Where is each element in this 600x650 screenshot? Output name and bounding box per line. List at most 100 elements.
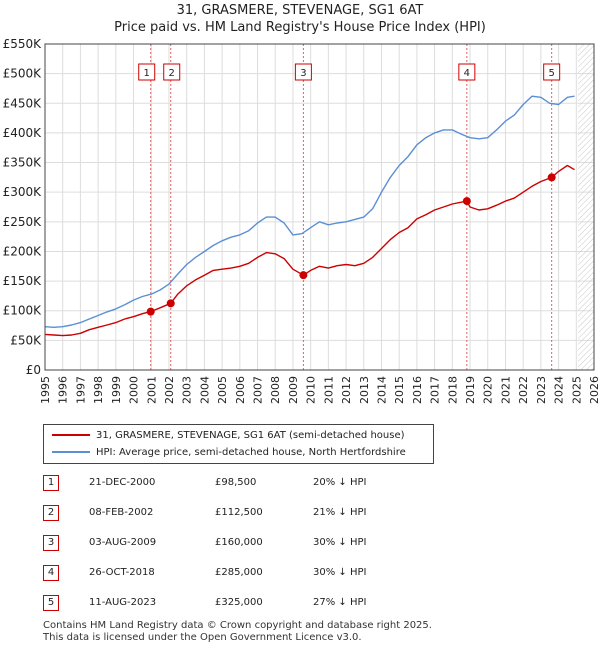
x-tick-label: 2010 [305, 376, 318, 404]
event-box [138, 63, 156, 81]
event-price: £160,000 [215, 537, 263, 548]
legend-item-property: 31, GRASMERE, STEVENAGE, SG1 6AT (semi-d… [52, 428, 405, 444]
event-hpi: 30% ↓ HPI [313, 537, 367, 548]
event-box-label: 3 [300, 68, 306, 79]
x-tick-label: 2026 [588, 376, 600, 404]
x-tick-label: 2011 [322, 376, 335, 404]
chart-legend: 31, GRASMERE, STEVENAGE, SG1 6AT (semi-d… [43, 424, 434, 464]
event-hpi: 20% ↓ HPI [313, 477, 367, 488]
legend-label-hpi: HPI: Average price, semi-detached house,… [96, 447, 406, 458]
event-box-label: 2 [169, 68, 175, 79]
legend-item-hpi: HPI: Average price, semi-detached house,… [52, 445, 406, 461]
event-row: 2 08-FEB-2002 £112,500 21% ↓ HPI [43, 500, 463, 530]
x-tick-label: 2015 [393, 376, 406, 404]
x-tick-label: 2002 [163, 376, 176, 404]
y-tick-label: £400K [3, 126, 43, 140]
event-hpi: 21% ↓ HPI [313, 507, 367, 518]
chart-title: 31, GRASMERE, STEVENAGE, SG1 6AT [176, 3, 424, 18]
event-badge: 3 [43, 535, 59, 551]
x-tick-label: 2008 [269, 376, 282, 404]
series-line-hpi [44, 95, 575, 328]
event-hpi: 27% ↓ HPI [313, 597, 367, 608]
x-tick-label: 2013 [358, 376, 371, 404]
y-tick-label: £450K [3, 96, 43, 110]
x-tick-label: 2000 [128, 376, 141, 404]
plot-border [44, 43, 595, 371]
x-tick-label: 2007 [252, 376, 265, 404]
x-tick-label: 2025 [570, 376, 583, 404]
x-tick-label: 2021 [499, 376, 512, 404]
event-point [146, 307, 155, 316]
legend-swatch-red [52, 434, 90, 436]
chart-subtitle: Price paid vs. HM Land Registry's House … [114, 20, 486, 35]
event-date: 26-OCT-2018 [89, 567, 155, 578]
event-price: £285,000 [215, 567, 263, 578]
event-box-label: 4 [464, 68, 470, 79]
x-tick-label: 2006 [234, 376, 247, 404]
x-tick-label: 1999 [110, 376, 123, 404]
x-tick-label: 2018 [446, 376, 459, 404]
event-box [458, 63, 476, 81]
event-hpi: 30% ↓ HPI [313, 567, 367, 578]
event-badge: 4 [43, 565, 59, 581]
y-tick-label: £300K [3, 185, 43, 199]
event-point [462, 197, 471, 206]
x-tick-label: 2014 [375, 376, 388, 404]
y-tick-label: £100K [3, 304, 43, 318]
footer-credits: Contains HM Land Registry data © Crown c… [43, 620, 432, 644]
footer-line-2: This data is licensed under the Open Gov… [43, 632, 362, 643]
x-tick-label: 1997 [74, 376, 87, 404]
y-tick-label: £50K [10, 333, 42, 347]
legend-label-property: 31, GRASMERE, STEVENAGE, SG1 6AT (semi-d… [96, 430, 405, 441]
event-price: £98,500 [215, 477, 257, 488]
x-tick-label: 1995 [39, 376, 52, 404]
x-tick-label: 2009 [287, 376, 300, 404]
plot-area [45, 44, 594, 370]
events-table: 1 21-DEC-2000 £98,500 20% ↓ HPI 2 08-FEB… [43, 470, 463, 620]
legend-swatch-blue [52, 451, 90, 453]
event-badge: 1 [43, 475, 59, 491]
event-point [547, 173, 556, 182]
y-tick-label: £150K [3, 274, 43, 288]
footer-line-1: Contains HM Land Registry data © Crown c… [43, 620, 432, 631]
x-tick-label: 2024 [553, 376, 566, 404]
event-box [543, 63, 561, 81]
x-tick-label: 2023 [535, 376, 548, 404]
event-price: £112,500 [215, 507, 263, 518]
event-row: 1 21-DEC-2000 £98,500 20% ↓ HPI [43, 470, 463, 500]
y-tick-label: £350K [3, 156, 43, 170]
event-price: £325,000 [215, 597, 263, 608]
price-chart: 1 2 3 4 5 £0 £50K £100K £150K £200K £250K £300K £35… [3, 37, 600, 404]
x-tick-label: 2019 [464, 376, 477, 404]
event-date: 03-AUG-2009 [89, 537, 157, 548]
event-point [166, 299, 175, 308]
event-badge: 5 [43, 595, 59, 611]
event-point [299, 271, 308, 280]
forecast-hatch [578, 44, 594, 370]
y-tick-label: £0 [26, 363, 41, 377]
y-tick-label: £500K [3, 67, 43, 81]
x-tick-label: 2003 [181, 376, 194, 404]
y-tick-label: £200K [3, 244, 43, 258]
y-tick-label: £250K [3, 215, 43, 229]
event-box-label: 1 [144, 68, 150, 79]
y-tick-label: £550K [3, 37, 43, 51]
x-tick-label: 2012 [340, 376, 353, 404]
x-tick-label: 2016 [411, 376, 424, 404]
x-tick-label: 2017 [429, 376, 442, 404]
event-row: 3 03-AUG-2009 £160,000 30% ↓ HPI [43, 530, 463, 560]
event-box [294, 63, 312, 81]
event-box [163, 63, 181, 81]
x-tick-label: 1998 [92, 376, 105, 404]
event-row: 4 26-OCT-2018 £285,000 30% ↓ HPI [43, 560, 463, 590]
event-date: 08-FEB-2002 [89, 507, 154, 518]
x-tick-label: 1996 [57, 376, 70, 404]
x-tick-label: 2020 [482, 376, 495, 404]
x-tick-label: 2005 [216, 376, 229, 404]
event-row: 5 11-AUG-2023 £325,000 27% ↓ HPI [43, 590, 463, 620]
series-line-property [44, 164, 575, 337]
x-tick-label: 2004 [198, 376, 211, 404]
x-tick-label: 2022 [517, 376, 530, 404]
event-badge: 2 [43, 505, 59, 521]
event-date: 11-AUG-2023 [89, 597, 157, 608]
